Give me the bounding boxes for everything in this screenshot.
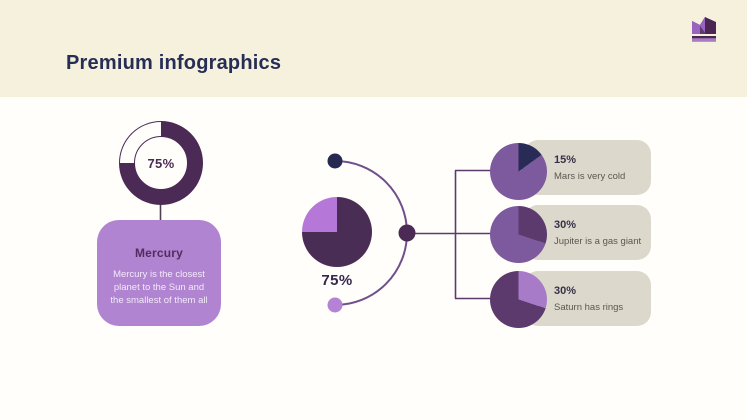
mercury-card: Mercury Mercury is the closest planet to…: [97, 220, 221, 326]
jupiter-pie-chart: [490, 205, 547, 263]
planet-value: 30%: [554, 284, 577, 297]
planet-value: 30%: [554, 218, 577, 231]
page-title: Premium infographics: [66, 52, 282, 74]
planet-value: 15%: [554, 153, 577, 166]
crown-icon: [692, 17, 716, 42]
planet-label: Jupiter is a gas giant: [554, 235, 642, 247]
planet-label: Mars is very cold: [554, 170, 626, 182]
saturn-pie-chart: [490, 270, 547, 328]
mercury-card-title: Mercury: [134, 246, 184, 260]
arc-dot-bottom: [327, 297, 343, 313]
mars-pie-chart: [490, 142, 547, 200]
mercury-card-body: Mercury is the closest planet to the Sun…: [110, 269, 208, 307]
mercury-donut-chart: 75%: [119, 121, 203, 205]
donut-center-value: 75%: [134, 136, 188, 190]
arc-dot-top: [327, 153, 343, 169]
center-pie-chart: [302, 197, 372, 267]
center-pie-value: 75%: [321, 272, 353, 289]
arc-dot-middle: [398, 224, 416, 242]
header-band: [0, 0, 747, 97]
planet-label: Saturn has rings: [554, 301, 624, 313]
